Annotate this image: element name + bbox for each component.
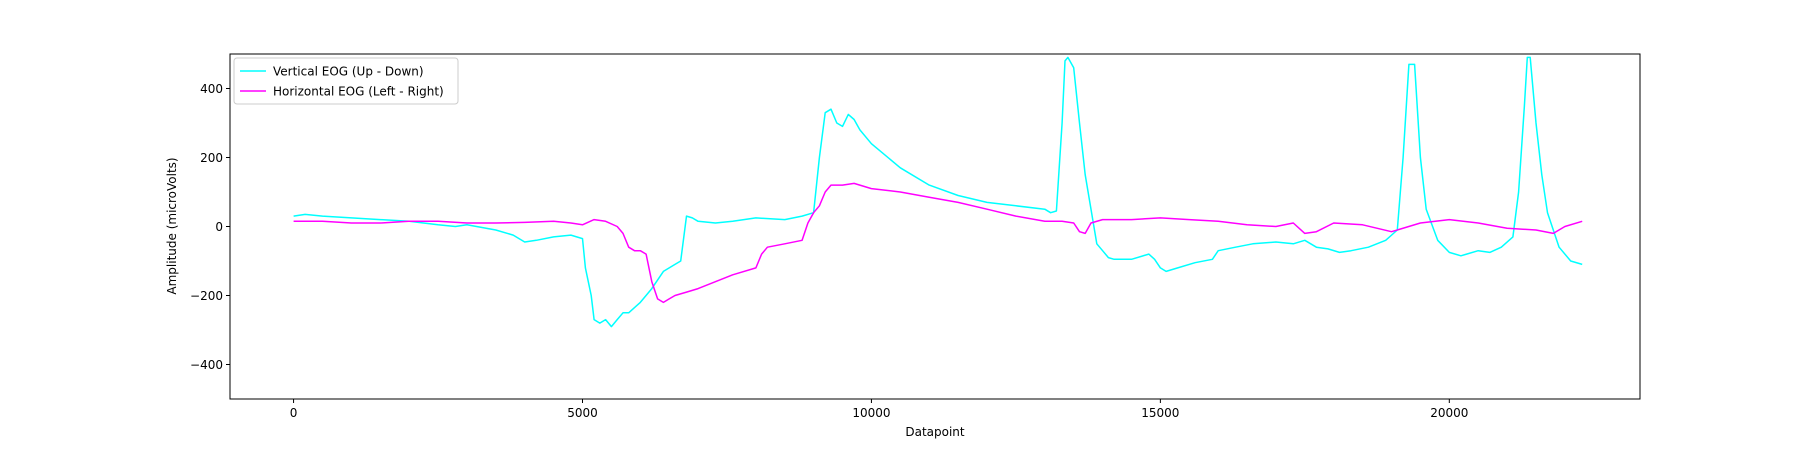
x-tick-label: 20000 <box>1430 406 1468 420</box>
x-tick-label: 15000 <box>1141 406 1179 420</box>
x-tick-label: 0 <box>290 406 298 420</box>
x-axis: 0 5000 10000 15000 20000 <box>290 399 1468 420</box>
series-layer <box>293 56 1583 328</box>
legend-label-vertical-eog: Vertical EOG (Up - Down) <box>273 65 424 79</box>
legend: Vertical EOG (Up - Down) Horizontal EOG … <box>233 57 459 105</box>
y-tick-label: −200 <box>190 289 223 303</box>
y-axis-title: Amplitude (microVolts) <box>165 157 179 294</box>
x-axis-title: Datapoint <box>905 425 965 439</box>
legend-label-horizontal-eog: Horizontal EOG (Left - Right) <box>273 85 444 99</box>
y-tick-label: 0 <box>215 220 223 234</box>
y-axis: −400 −200 0 200 400 <box>190 82 230 372</box>
x-tick-label: 10000 <box>852 406 890 420</box>
legend-box <box>233 57 459 105</box>
plot-frame <box>229 53 1641 400</box>
series-line-0 <box>293 56 1583 328</box>
series-line-1 <box>293 182 1583 304</box>
y-tick-label: −400 <box>190 358 223 372</box>
y-tick-label: 400 <box>200 82 223 96</box>
x-tick-label: 5000 <box>567 406 598 420</box>
y-tick-label: 200 <box>200 151 223 165</box>
